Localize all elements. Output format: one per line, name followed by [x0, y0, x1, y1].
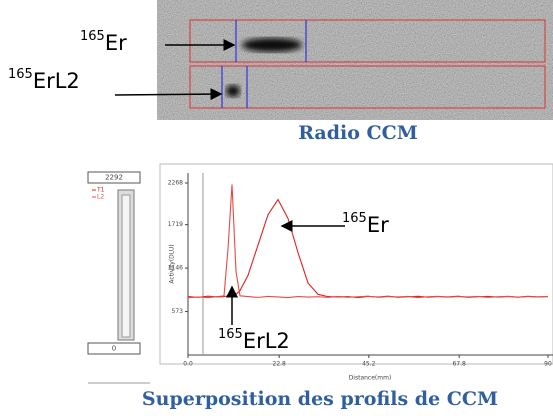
label: Er — [367, 213, 389, 237]
x-tick-label: 67.8 — [453, 361, 467, 368]
tlc-annotation: 165Er — [80, 29, 127, 56]
caption: Superposition des profils de CCM — [142, 388, 498, 410]
scale-min: 0 — [112, 345, 116, 353]
legend-label: T1 — [96, 187, 105, 194]
chart-annotation: 165ErL2 — [218, 327, 290, 354]
label: Er — [105, 31, 127, 55]
x-axis-label: Distance(mm) — [349, 375, 392, 382]
label: ErL2 — [243, 329, 290, 353]
lane-2 — [189, 65, 546, 109]
isotope: 165 — [218, 327, 243, 342]
spot — [242, 38, 302, 52]
y-tick-label: 573 — [172, 308, 184, 315]
arrow — [114, 88, 223, 101]
y-tick-label: 1146 — [168, 265, 183, 272]
scale-box — [87, 171, 141, 184]
tlc-annotation: 165ErL2 — [8, 67, 80, 94]
y-axis-label: Activity(DLU) — [169, 244, 176, 283]
y-tick-label: 2268 — [168, 180, 183, 187]
tlc-noise — [157, 0, 553, 120]
x-tick-label: 22.8 — [273, 361, 287, 368]
label: ErL2 — [33, 69, 80, 93]
x-tick-label: 45.2 — [362, 361, 376, 368]
scale-panel: 2292 0 — [87, 171, 150, 384]
plot-frame — [159, 163, 553, 365]
chart-annotation: 165Er — [342, 211, 389, 238]
series-line — [187, 184, 549, 299]
caption: Radio CCM — [298, 122, 418, 144]
spot — [226, 85, 240, 97]
scale-max: 2292 — [105, 174, 123, 182]
isotope: 165 — [8, 67, 33, 82]
x-tick-label: 90 — [544, 361, 552, 368]
legend-label: L2 — [97, 194, 104, 201]
isotope: 165 — [80, 29, 105, 44]
isotope: 165 — [342, 211, 367, 226]
scale-box — [87, 342, 141, 355]
x-tick-label: 0.0 — [183, 361, 193, 368]
y-tick-label: 1719 — [168, 221, 183, 228]
slider-track — [121, 194, 131, 338]
tlc-image — [157, 0, 553, 120]
